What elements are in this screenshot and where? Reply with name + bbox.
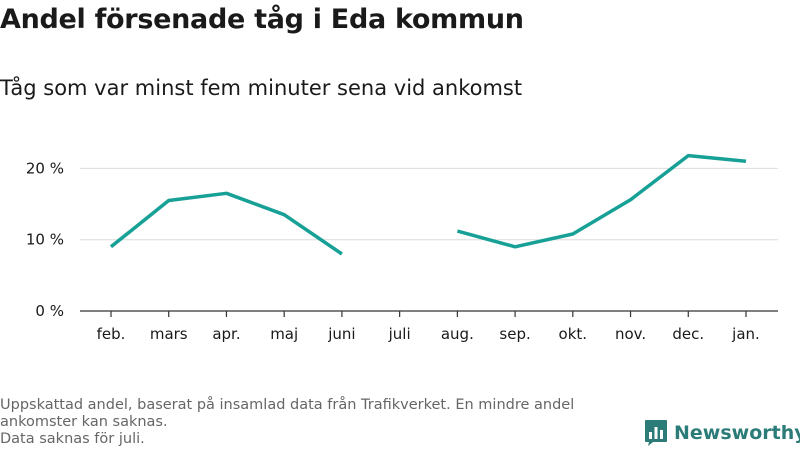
footnote-line-2: Data saknas för juli.	[0, 431, 145, 447]
x-tick-label: mars	[150, 325, 188, 343]
chart-title: Andel försenade tåg i Eda kommun	[0, 4, 524, 35]
x-tick-label: feb.	[97, 325, 126, 343]
x-tick-label: sep.	[499, 325, 530, 343]
x-tick-label: juli	[388, 325, 411, 343]
chart-subtitle: Tåg som var minst fem minuter sena vid a…	[0, 76, 523, 100]
series-line-segment	[109, 191, 343, 256]
x-tick-label: nov.	[615, 325, 646, 343]
y-tick-label: 0 %	[35, 302, 64, 320]
y-tick-label: 20 %	[26, 159, 64, 177]
line-chart: 0 % 10 % 20 % feb. mars apr. maj juni juli aug. se…	[26, 153, 778, 343]
x-tick-label: jan.	[731, 325, 760, 343]
y-tick-label: 10 %	[26, 231, 64, 249]
series	[109, 153, 747, 256]
bar-chart-logo-icon	[645, 420, 667, 446]
tick-labels: 0 % 10 % 20 % feb. mars apr. maj juni juli aug. se…	[26, 159, 760, 343]
brand-logo: Newsworthy	[644, 419, 800, 447]
x-tick-label: maj	[270, 325, 298, 343]
x-tick-label: dec.	[672, 325, 704, 343]
brand-name: Newsworthy	[674, 422, 800, 444]
x-tick-label: apr.	[212, 325, 240, 343]
x-axis	[80, 310, 778, 317]
footnote-line-1: Uppskattad andel, baserat på insamlad da…	[0, 397, 575, 430]
x-tick-label: okt.	[559, 325, 588, 343]
series-line-segment	[456, 153, 747, 249]
x-tick-label: juni	[327, 325, 355, 343]
x-tick-label: aug.	[441, 325, 474, 343]
footnote: Uppskattad andel, baserat på insamlad da…	[0, 397, 640, 448]
gridlines	[80, 167, 778, 241]
